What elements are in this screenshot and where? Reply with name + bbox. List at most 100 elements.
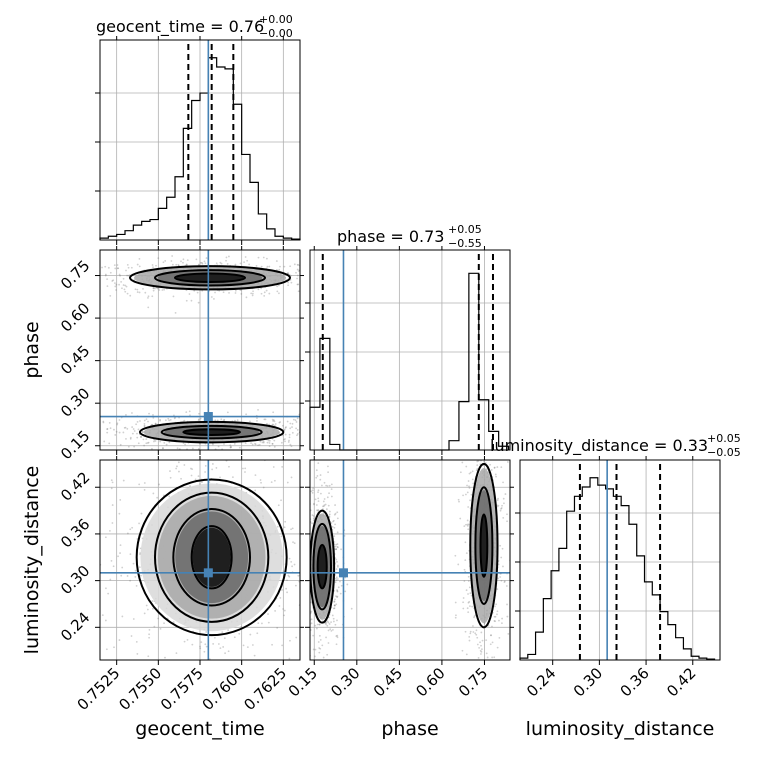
sample-point [486, 444, 488, 446]
title-phase-minus: −0.55 [448, 237, 482, 250]
sample-point [176, 714, 178, 716]
sample-point [199, 417, 202, 420]
ylabel-phase: phase [21, 321, 43, 378]
sample-point [213, 636, 216, 639]
sample-point [270, 481, 273, 484]
sample-point [507, 633, 510, 635]
sample-point [476, 393, 478, 395]
sample-point [142, 287, 144, 290]
sample-point [116, 423, 119, 426]
sample-point [144, 291, 147, 294]
sample-point [305, 587, 307, 589]
sample-point [351, 439, 353, 441]
sample-point [314, 472, 316, 474]
sample-point [289, 422, 292, 425]
sample-point [201, 481, 203, 484]
sample-point [227, 705, 229, 707]
sample-point [331, 614, 334, 617]
sample-point [468, 639, 471, 642]
sample-point [336, 634, 339, 637]
sample-point [318, 623, 321, 626]
sample-point [262, 440, 265, 443]
sample-point [283, 609, 286, 612]
sample-point [320, 691, 322, 693]
sample-point [305, 560, 307, 562]
sample-point [156, 662, 158, 664]
sample-point [282, 608, 284, 610]
sample-point [317, 275, 319, 277]
sample-point [113, 428, 115, 431]
sample-point [327, 504, 330, 507]
sample-point [287, 272, 289, 274]
sample-point [126, 532, 129, 535]
sample-point [467, 580, 470, 582]
sample-point [296, 433, 299, 435]
sample-point [191, 447, 194, 450]
sample-point [138, 566, 141, 569]
sample-point [260, 287, 263, 290]
sample-point [219, 261, 222, 264]
sample-point [329, 619, 331, 621]
sample-point [151, 423, 154, 426]
sample-point [168, 441, 171, 444]
sample-point [336, 590, 339, 593]
sample-point [169, 470, 171, 472]
sample-point [157, 257, 160, 260]
sample-point [114, 282, 116, 284]
sample-point [336, 531, 339, 534]
sample-point [90, 293, 92, 295]
sample-point [322, 505, 324, 508]
marks-layer [90, 40, 716, 716]
sample-point [503, 502, 505, 505]
sample-point [154, 422, 157, 425]
sample-point [251, 294, 254, 297]
ytick-label-phase: 0.15 [57, 427, 93, 463]
sample-point [303, 576, 305, 578]
sample-point [315, 504, 318, 506]
sample-point [483, 460, 485, 463]
sample-point [327, 629, 330, 632]
sample-point [109, 294, 112, 297]
sample-point [327, 621, 330, 624]
sample-point [126, 575, 129, 577]
sample-point [352, 292, 354, 294]
sample-point [311, 489, 314, 492]
sample-point [318, 623, 321, 626]
sample-point [254, 442, 256, 445]
sample-point [481, 692, 483, 694]
sample-point [307, 568, 309, 570]
sample-point [485, 377, 487, 379]
sample-point [153, 440, 155, 443]
sample-point [333, 600, 336, 603]
sample-point [153, 625, 156, 628]
sample-point [147, 297, 149, 299]
sample-point [222, 646, 225, 648]
sample-point [276, 626, 279, 629]
sample-point [212, 443, 214, 446]
sample-point [152, 287, 155, 290]
sample-point [131, 412, 133, 414]
sample-point [228, 292, 230, 294]
sample-point [315, 627, 318, 630]
sample-point [500, 507, 503, 509]
sample-point [496, 499, 499, 501]
ylabel-luminosity-distance: luminosity_distance [21, 466, 43, 655]
sample-point [176, 465, 178, 468]
sample-point [482, 443, 484, 445]
sample-point [318, 634, 321, 637]
sample-point [335, 577, 337, 580]
sample-point [322, 512, 325, 514]
sample-point [454, 616, 457, 619]
sample-point [121, 566, 124, 569]
sample-point [109, 529, 111, 532]
sample-point [469, 471, 472, 474]
sample-point [146, 608, 149, 611]
sample-point [500, 579, 503, 582]
sample-point [126, 274, 128, 277]
sample-point [286, 420, 289, 423]
sample-point [223, 418, 226, 421]
sample-point [296, 274, 299, 277]
xlabel-luminosity-distance: luminosity_distance [526, 718, 715, 740]
sample-point [183, 464, 186, 466]
sample-point [110, 559, 113, 562]
